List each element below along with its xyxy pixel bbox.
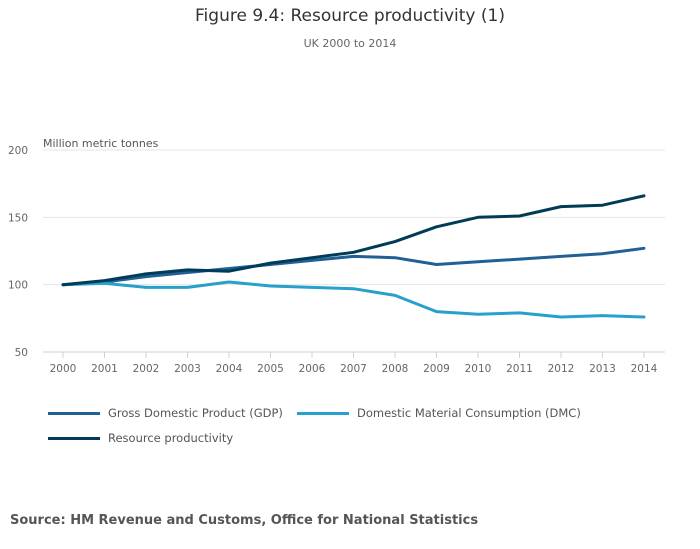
series-line-2[interactable] [61, 194, 646, 287]
grid-lines [43, 149, 665, 286]
x-tick-label: 2009 [423, 363, 450, 375]
x-axis: 2000 2001 2002 2003 2004 2005 2006 2007 2008 2009… [43, 351, 665, 375]
chart-subtitle: UK 2000 to 2014 [303, 37, 397, 50]
x-tick-label: 2005 [257, 363, 284, 375]
y-tick-label: 150 [8, 212, 28, 224]
x-tick-label: 2013 [589, 363, 616, 375]
y-tick-label: 200 [8, 145, 28, 157]
legend-item-gdp[interactable]: Gross Domestic Product (GDP) [48, 406, 283, 420]
x-tick-label: 2012 [548, 363, 575, 375]
source-note: Source: HM Revenue and Customs, Office f… [10, 513, 479, 528]
legend-label-gdp: Gross Domestic Product (GDP) [108, 406, 283, 420]
series-line-1[interactable] [61, 280, 646, 319]
x-tick-label: 2014 [631, 363, 658, 375]
y-tick-label: 100 [8, 280, 28, 292]
x-tick-label: 2002 [133, 363, 160, 375]
legend-item-dmc[interactable]: Domestic Material Consumption (DMC) [297, 406, 581, 420]
x-tick-label: 2000 [50, 363, 77, 375]
chart-title: Figure 9.4: Resource productivity (1) [195, 6, 505, 26]
x-tick-label: 2001 [91, 363, 118, 375]
x-tick-label: 2006 [299, 363, 326, 375]
legend-swatch-gdp [48, 411, 100, 415]
y-axis-ticks: 50 100 150 200 [8, 145, 28, 359]
x-tick-label: 2008 [382, 363, 409, 375]
x-tick-label: 2011 [506, 363, 533, 375]
legend-label-dmc: Domestic Material Consumption (DMC) [357, 406, 581, 420]
x-tick-label: 2007 [340, 363, 367, 375]
series-lines [61, 194, 646, 319]
x-tick-label: 2003 [174, 363, 201, 375]
x-tick-label: 2010 [465, 363, 492, 375]
x-tick-label: 2004 [216, 363, 243, 375]
legend-label-resource-productivity: Resource productivity [108, 431, 234, 445]
series-line-0[interactable] [61, 246, 646, 287]
legend-swatch-dmc [297, 411, 349, 415]
y-tick-label: 50 [15, 347, 28, 359]
legend-item-resource-productivity[interactable]: Resource productivity [48, 431, 233, 445]
y-axis-label: Million metric tonnes [43, 137, 159, 150]
legend-swatch-resource-productivity [48, 436, 100, 440]
